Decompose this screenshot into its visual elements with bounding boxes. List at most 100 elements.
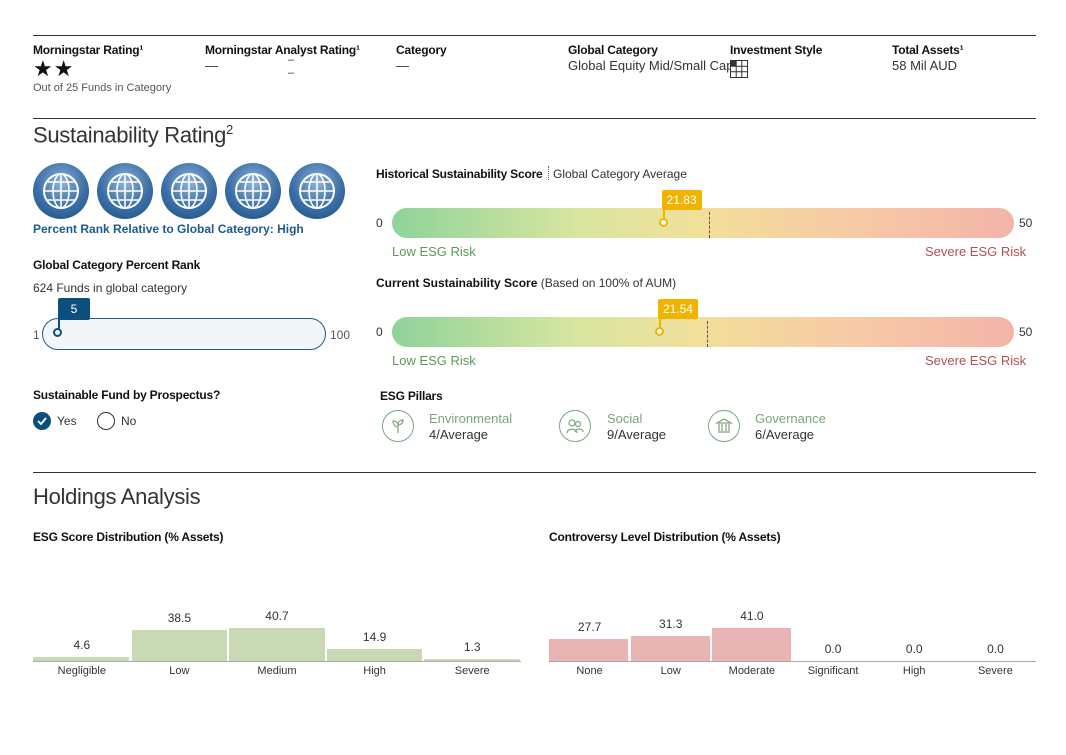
esg-category-label: Severe <box>454 665 490 677</box>
historical-category-average-marker <box>709 212 710 238</box>
rating-stars: ★★ <box>33 56 75 81</box>
historical-label: Historical Sustainability Score <box>376 167 543 181</box>
current-max: 50 <box>1019 325 1033 339</box>
globe-icon <box>161 163 217 219</box>
current-category-average-marker <box>707 321 708 347</box>
esg-category-label: Negligible <box>57 665 106 677</box>
sustainability-title: Sustainability Rating2 <box>33 122 233 148</box>
current-label-row: Current Sustainability Score (Based on 1… <box>376 276 676 290</box>
esg-category-label: Medium <box>257 665 297 677</box>
governance-name: Governance <box>755 411 826 426</box>
analyst-rating-label: Morningstar Analyst Rating¹ <box>205 43 360 57</box>
morningstar-rating-label: Morningstar Rating¹ <box>33 43 144 57</box>
sfp-label: Sustainable Fund by Prospectus? <box>33 388 221 402</box>
no-label: No <box>121 414 137 428</box>
current-score-flag: 21.54 <box>657 299 698 319</box>
section-rule-1 <box>33 118 1036 119</box>
analyst-rating-value: — <box>205 58 218 73</box>
global-category-value: Global Equity Mid/Small Cap <box>568 58 734 73</box>
historical-sub-label: Global Category Average <box>553 167 687 181</box>
rank-flag-stem <box>58 318 60 330</box>
historical-divider <box>548 166 549 180</box>
controversy-bar-value: 0.0 <box>905 642 923 656</box>
historical-high-label: Severe ESG Risk <box>925 244 1027 259</box>
rank-max: 100 <box>330 328 351 342</box>
globe-icon <box>97 163 153 219</box>
investment-style-label: Investment Style <box>730 43 823 57</box>
section-rule-2 <box>33 472 1036 473</box>
esg-bar-value: 40.7 <box>265 609 289 624</box>
controversy-bar-value: 31.3 <box>659 616 683 631</box>
historical-low-label: Low ESG Risk <box>392 244 476 259</box>
esg-bar <box>229 628 325 661</box>
esg-category-label: Low <box>169 665 190 677</box>
esg-bar <box>131 629 228 661</box>
chart-baseline <box>33 661 521 662</box>
social-value: 9/Average <box>607 427 667 442</box>
esg-bar-value: 14.9 <box>362 629 387 644</box>
globe-icon <box>225 163 281 219</box>
social-name: Social <box>607 411 643 426</box>
holdings-title: Holdings Analysis <box>33 484 201 509</box>
esg-bar <box>33 657 129 661</box>
esg-pillars-label: ESG Pillars <box>380 389 443 403</box>
rank-flag: 5 <box>58 298 90 320</box>
building-icon <box>708 410 740 442</box>
controversy-category-label: Low <box>660 665 681 677</box>
controversy-bar <box>549 638 629 661</box>
globe-icon <box>33 163 89 219</box>
esg-category-label: High <box>363 665 386 677</box>
yes-label: Yes <box>57 414 77 428</box>
chart-baseline <box>549 661 1036 662</box>
historical-score-dot <box>658 218 668 227</box>
controversy-bar <box>631 635 711 661</box>
esg-bar <box>424 659 520 661</box>
controversy-category-label: Significant <box>807 665 859 677</box>
esg-bar <box>326 648 423 661</box>
rating-note: Out of 25 Funds in Category <box>33 82 172 94</box>
analyst-rating-value-3: – <box>288 67 295 79</box>
historical-score-bar <box>392 208 1014 238</box>
controversy-bar-value: 27.7 <box>577 619 602 634</box>
controversy-bar-value: 41.0 <box>740 608 764 623</box>
no-radio[interactable] <box>97 412 115 430</box>
environmental-value: 4/Average <box>429 427 489 442</box>
current-label: Current Sustainability Score <box>376 276 538 290</box>
globe-icon <box>289 163 345 219</box>
esg-distribution-label: ESG Score Distribution (% Assets) <box>33 530 224 544</box>
controversy-category-label: Severe <box>977 665 1013 677</box>
current-score-stem <box>658 317 661 329</box>
esg-bar-value: 1.3 <box>463 640 481 654</box>
current-high-label: Severe ESG Risk <box>925 353 1027 368</box>
top-rule <box>33 35 1036 36</box>
current-score-dot <box>654 327 664 336</box>
current-low-label: Low ESG Risk <box>392 353 476 368</box>
historical-score-stem <box>662 208 665 220</box>
historical-min: 0 <box>376 216 383 230</box>
environmental-name: Environmental <box>429 411 513 426</box>
category-label: Category <box>396 43 447 57</box>
category-value: — <box>396 58 409 73</box>
gcpr-label: Global Category Percent Rank <box>33 258 201 272</box>
gcpr-funds: 624 Funds in global category <box>33 281 188 295</box>
controversy-bar <box>712 627 792 661</box>
rank-track <box>42 318 326 350</box>
controversy-category-label: High <box>902 665 926 677</box>
analyst-rating-value-2: – <box>288 54 295 66</box>
leaf-icon <box>382 410 414 442</box>
controversy-distribution-label: Controversy Level Distribution (% Assets… <box>549 530 781 544</box>
global-category-label: Global Category <box>568 43 658 57</box>
total-assets-value: 58 Mil AUD <box>892 58 958 73</box>
controversy-category-label: Moderate <box>728 665 776 677</box>
controversy-bar-value: 0.0 <box>824 642 842 656</box>
controversy-bar-value: 0.0 <box>987 642 1004 656</box>
people-icon <box>559 410 591 442</box>
style-box-icon <box>730 60 748 83</box>
yes-radio[interactable] <box>33 412 51 430</box>
rank-min: 1 <box>33 328 40 342</box>
historical-max: 50 <box>1019 216 1033 230</box>
esg-bar-value: 4.6 <box>73 638 91 653</box>
total-assets-label: Total Assets¹ <box>892 43 964 57</box>
esg-bar-value: 38.5 <box>167 610 192 625</box>
governance-value: 6/Average <box>755 427 815 442</box>
